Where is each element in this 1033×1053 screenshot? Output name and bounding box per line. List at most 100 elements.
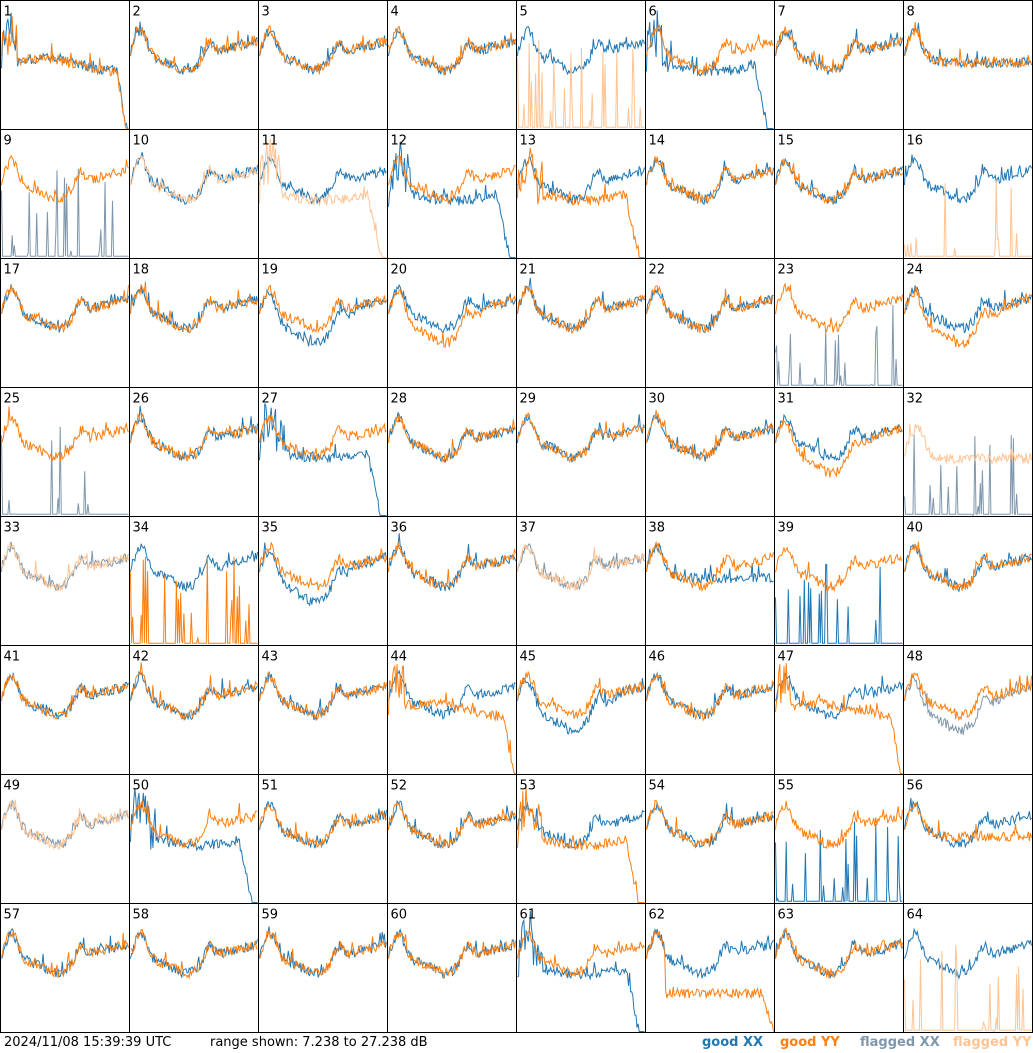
panel-12: 12 (387, 129, 517, 259)
panel-35: 35 (258, 516, 388, 646)
panel-frame (129, 258, 259, 388)
series-yy-line (388, 542, 516, 590)
series-yy-line (259, 25, 387, 75)
panel-label: 43 (262, 650, 279, 665)
panel-frame (387, 129, 517, 259)
panel-51: 51 (258, 774, 388, 904)
panel-25: 25 (0, 387, 130, 517)
panel-36: 36 (387, 516, 517, 646)
panel-13: 13 (516, 129, 646, 259)
panel-label: 4 (391, 5, 399, 20)
legend-good-yy: good YY (780, 1035, 840, 1050)
panel-label: 18 (133, 263, 150, 278)
panel-24: 24 (903, 258, 1033, 388)
panel-label: 56 (907, 779, 924, 794)
series-yy-line (775, 927, 903, 979)
panel-label: 40 (907, 521, 924, 536)
panel-label: 54 (649, 779, 666, 794)
series-yy-line (904, 180, 1032, 257)
series-xx-line (259, 671, 387, 722)
panel-49: 49 (0, 774, 130, 904)
series-yy-line (775, 282, 903, 333)
panel-23: 23 (774, 258, 904, 388)
series-yy-line (130, 25, 258, 74)
panel-label: 30 (649, 392, 666, 407)
series-yy-line (130, 155, 258, 204)
panel-frame (516, 774, 646, 904)
panel-6: 6 (645, 0, 775, 130)
series-xx-line (646, 928, 774, 979)
series-xx-line (775, 563, 903, 644)
panel-frame (129, 0, 259, 130)
panel-label: 34 (133, 521, 150, 536)
panel-frame (387, 258, 517, 388)
panel-frame (645, 645, 775, 775)
series-xx-line (904, 285, 1032, 334)
series-xx-line (388, 669, 516, 720)
series-yy-line (517, 412, 645, 464)
panel-label: 13 (520, 134, 537, 149)
series-yy-line (775, 26, 903, 74)
series-yy-line (130, 556, 258, 644)
footer-bar: 2024/11/08 15:39:39 UTC range shown: 7.2… (0, 1033, 1033, 1053)
series-yy-line (517, 285, 645, 335)
panel-label: 47 (778, 650, 795, 665)
series-yy-line (646, 285, 774, 334)
panel-label: 55 (778, 779, 795, 794)
series-yy-line (388, 155, 516, 204)
panel-27: 27 (258, 387, 388, 517)
series-yy-line (259, 284, 387, 333)
panel-11: 11 (258, 129, 388, 259)
panel-55: 55 (774, 774, 904, 904)
panel-label: 25 (4, 392, 21, 407)
series-yy-line (517, 930, 645, 978)
panel-64: 64 (903, 903, 1033, 1033)
panel-frame (258, 516, 388, 646)
series-yy-line (130, 412, 258, 462)
series-yy-line (775, 663, 903, 774)
series-yy-line (388, 413, 516, 463)
series-xx-line (775, 157, 903, 205)
series-xx-line (775, 927, 903, 979)
series-yy-line (388, 288, 516, 348)
series-yy-line (517, 787, 645, 903)
panel-label: 57 (4, 908, 21, 923)
series-yy-line (388, 664, 516, 774)
series-yy-line (130, 928, 258, 980)
series-yy-line (1, 154, 129, 203)
series-xx-line (130, 543, 258, 593)
panel-label: 37 (520, 521, 537, 536)
panel-39: 39 (774, 516, 904, 646)
series-yy-line (904, 423, 1032, 465)
panel-41: 41 (0, 645, 130, 775)
panel-label: 58 (133, 908, 150, 923)
series-xx-line (646, 159, 774, 205)
series-xx-line (388, 283, 516, 335)
panel-frame (129, 129, 259, 259)
panel-label: 63 (778, 908, 795, 923)
panel-label: 33 (4, 521, 21, 536)
panel-label: 39 (778, 521, 795, 536)
panel-label: 52 (391, 779, 408, 794)
legend-good-xx: good XX (702, 1035, 764, 1050)
panel-63: 63 (774, 903, 904, 1033)
series-xx-line (775, 413, 903, 462)
series-xx-line (517, 801, 645, 849)
panel-37: 37 (516, 516, 646, 646)
panel-frame (0, 903, 130, 1033)
series-yy-line (517, 670, 645, 720)
panel-61: 61 (516, 903, 646, 1033)
series-xx-line (904, 434, 1032, 517)
panel-label: 60 (391, 908, 408, 923)
range-label: range shown: 7.238 to 27.238 dB (210, 1035, 428, 1050)
series-yy-line (388, 801, 516, 850)
series-xx-line (130, 284, 258, 333)
panel-18: 18 (129, 258, 259, 388)
panel-50: 50 (129, 774, 259, 904)
panel-label: 29 (520, 392, 537, 407)
series-xx-line (130, 788, 258, 903)
panel-label: 9 (4, 134, 12, 149)
panel-31: 31 (774, 387, 904, 517)
panel-45: 45 (516, 645, 646, 775)
